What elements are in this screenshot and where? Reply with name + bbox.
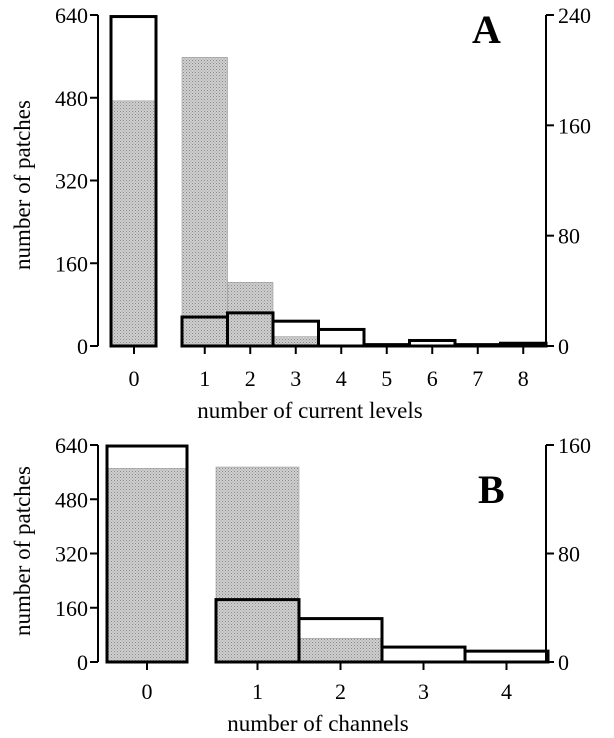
panel-a-right-tick-label: 240	[558, 3, 591, 28]
panel-a-x-axis-title: number of current levels	[197, 398, 422, 423]
panel-a-x-tick-label: 5	[381, 366, 392, 391]
panel-a-left-tick-label: 640	[55, 3, 88, 28]
panel-b-right-tick-label: 0	[558, 650, 569, 675]
panel-b-x-tick-label: 1	[252, 679, 263, 704]
panel-b-bar-open-3	[380, 645, 467, 664]
panel-a-bar-open-5	[362, 343, 411, 348]
panel-a-left-tick-label: 480	[55, 86, 88, 111]
panel-b: B number of patches number of channels 0…	[10, 433, 591, 736]
panel-a-x-tick-label: 6	[427, 366, 438, 391]
panel-b-letter: B	[478, 467, 505, 512]
panel-a-y-axis-title: number of patches	[10, 100, 35, 270]
panel-a-x-tick-label: 0	[129, 366, 140, 391]
panel-a-right-tick-label: 0	[558, 334, 569, 359]
panel-b-x-axis-title: number of channels	[227, 711, 408, 736]
panel-a-right-tick-label: 160	[558, 113, 591, 138]
panel-b-left-tick-label: 0	[77, 650, 88, 675]
panel-a: A number of patches number of current le…	[10, 3, 591, 423]
panel-a-bar-shaded-0	[110, 100, 157, 347]
panel-b-x-tick-label: 4	[501, 679, 512, 704]
panel-b-y-axis-title: number of patches	[10, 466, 35, 636]
panel-a-x-tick-label: 1	[199, 366, 210, 391]
panel-a-x-tick-label: 2	[245, 366, 256, 391]
panel-b-x-tick-label: 3	[418, 679, 429, 704]
panel-a-x-tick-label: 3	[290, 366, 301, 391]
panel-a-bar-open-7	[453, 343, 502, 348]
panel-b-bar-shaded-0	[106, 468, 188, 663]
panel-a-x-tick-label: 8	[518, 366, 529, 391]
panel-a-bar-open-6	[408, 338, 457, 348]
panel-b-left-tick-label: 480	[55, 487, 88, 512]
panel-b-bar-shaded-1	[215, 466, 300, 663]
panel-a-x-tick-label: 7	[472, 366, 483, 391]
panel-b-bar-open-4	[463, 649, 550, 664]
panel-b-bar-shaded-2	[298, 637, 383, 663]
panel-a-left-tick-label: 0	[77, 334, 88, 359]
panel-b-left-tick-label: 640	[55, 433, 88, 458]
panel-b-left-tick-label: 320	[55, 542, 88, 567]
panel-a-bar-open-4	[317, 327, 366, 348]
panel-a-bar-open-8	[499, 341, 548, 348]
panel-a-bar-shaded-1	[181, 57, 228, 347]
panel-a-left-tick-label: 320	[55, 169, 88, 194]
panel-b-right-tick-label: 80	[558, 542, 580, 567]
panel-a-left-tick-label: 160	[55, 251, 88, 276]
panel-b-right-tick-label: 160	[558, 433, 591, 458]
panel-a-x-tick-label: 4	[336, 366, 347, 391]
panel-a-letter: A	[472, 7, 501, 52]
panel-b-x-tick-label: 0	[142, 679, 153, 704]
panel-b-left-tick-label: 160	[55, 596, 88, 621]
panel-b-x-tick-label: 2	[335, 679, 346, 704]
panel-a-right-tick-label: 80	[558, 224, 580, 249]
